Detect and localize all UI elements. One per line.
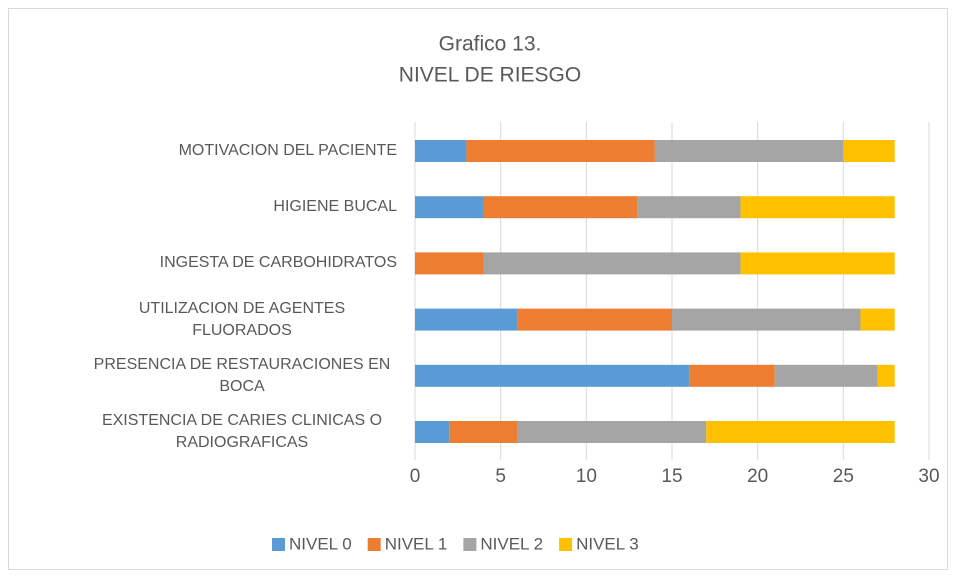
legend-label: NIVEL 0 [289,534,352,553]
bar-segment [449,421,518,443]
bar-segment [706,421,895,443]
y-tick-label-box: PRESENCIA DE RESTAURACIONES EN BOCA [87,351,397,401]
y-tick-label-box: INGESTA DE CARBOHIDRATOS [160,238,397,288]
x-tick-label: 15 [661,466,682,487]
bar-segment [415,364,690,387]
bar-segment [483,252,741,275]
x-tick-label: 5 [495,466,506,487]
bar-segment [637,196,741,219]
bar-segment [415,308,518,331]
bar-segment [415,252,484,275]
x-tick-label: 30 [918,466,939,487]
legend-swatch [559,538,573,551]
y-tick-label: HIGIENE BUCAL [273,198,397,216]
bar-segment [654,140,844,162]
bar-segment [415,421,450,443]
bar-segment [483,196,638,219]
y-tick-label-box: UTILIZACION DE AGENTES FLUORADOS [87,295,397,345]
legend-label: NIVEL 2 [480,534,543,553]
bar-segment [517,308,672,331]
bar-segment [517,421,707,443]
y-tick-label: UTILIZACION DE AGENTES FLUORADOS [138,299,346,339]
bar-segment [740,196,895,219]
bar-segment [860,308,895,331]
legend-swatch [272,538,285,551]
x-tick-label: 10 [576,466,597,487]
legend-label: NIVEL 3 [576,534,639,553]
bar-segment [843,140,895,162]
x-tick-label: 0 [410,466,421,487]
y-tick-label-box: EXISTENCIA DE CARIES CLINICAS O RADIOGRA… [87,407,397,457]
y-tick-label: EXISTENCIA DE CARIES CLINICAS O RADIOGRA… [101,412,383,451]
bar-segment [740,252,895,275]
bar-segment [689,364,775,387]
bar-segment [415,196,484,219]
chart-title: Grafico 13. [439,33,542,56]
bar-segment [466,140,655,162]
chart-border [8,8,948,570]
bar-segment [672,308,861,331]
legend-swatch [367,538,381,551]
y-tick-label: INGESTA DE CARBOHIDRATOS [159,254,397,272]
x-tick-label: 25 [833,466,854,487]
bar-segment [877,364,895,387]
y-tick-label: PRESENCIA DE RESTAURACIONES EN BOCA [93,355,391,395]
bar-segment [774,364,878,387]
legend-label: NIVEL 1 [385,534,448,553]
y-tick-label: MOTIVACION DEL PACIENTE [178,142,397,159]
legend-swatch [463,538,477,551]
y-tick-label-box: HIGIENE BUCAL [273,182,397,232]
bar-segment [415,140,467,162]
chart-subtitle: NIVEL DE RIESGO [399,64,581,87]
x-tick-label: 20 [747,466,768,487]
y-tick-label-box: MOTIVACION DEL PACIENTE [179,126,397,176]
